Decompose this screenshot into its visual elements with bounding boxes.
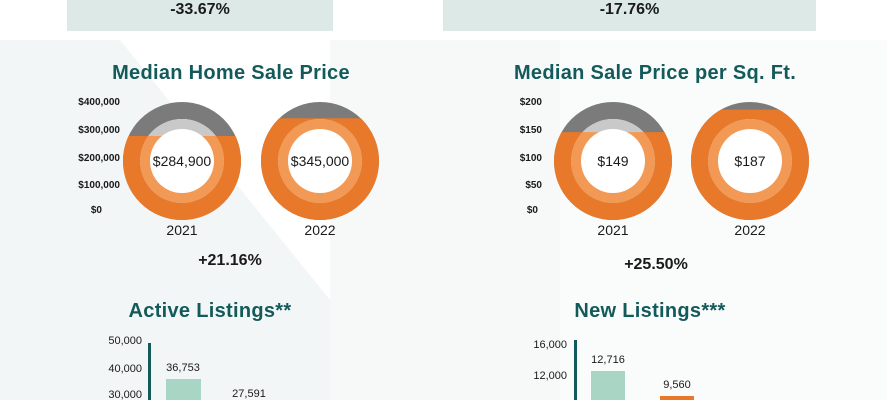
x-category-label: 2021 [166, 222, 198, 238]
bar-value-label: 36,753 [166, 362, 200, 375]
change-banner-left: -33.67% [67, 0, 333, 31]
chart-title-active-listings: Active Listings** [128, 300, 292, 322]
donut-2022-price-sqft: $187 [691, 102, 809, 220]
y-tick-label: $400,000 [78, 97, 120, 108]
chart-title-median-home-sale-price: Median Home Sale Price [112, 62, 350, 84]
bar-2021-active-listings [166, 379, 201, 400]
x-category-label: 2022 [734, 222, 766, 238]
donut-center [581, 129, 645, 193]
chart-title-new-listings: New Listings*** [574, 300, 726, 322]
donut-center [718, 129, 782, 193]
y-tick-label: $100,000 [78, 180, 120, 191]
y-tick-label: $0 [90, 205, 102, 216]
y-tick-label: $100 [519, 153, 542, 164]
y-axis-line [148, 343, 151, 400]
y-tick-label: $200 [519, 97, 542, 108]
y-axis-line [574, 340, 577, 400]
y-tick-label: 40,000 [108, 363, 142, 375]
x-category-label: 2021 [597, 222, 629, 238]
bar-2021-new-listings [591, 371, 625, 400]
donut-center [288, 129, 352, 193]
donut-center [150, 129, 214, 193]
y-tick-label: $50 [525, 180, 542, 191]
change-banner-left-text: -33.67% [170, 1, 230, 18]
y-tick-label: 50,000 [108, 335, 142, 347]
y-tick-label: $300,000 [78, 125, 120, 136]
donut-value-label: $149 [597, 153, 628, 169]
change-percent-home-price: +21.16% [198, 252, 262, 269]
y-tick-label: 30,000 [108, 389, 142, 401]
change-banner-right: -17.76% [443, 0, 816, 31]
bar-value-label: 27,591 [232, 387, 266, 400]
change-banner-right-text: -17.76% [599, 1, 660, 18]
donut-value-label: $187 [734, 153, 765, 169]
change-percent-price-sqft: +25.50% [624, 256, 688, 273]
y-tick-label: 12,000 [533, 370, 567, 382]
x-category-label: 2022 [304, 222, 336, 238]
donut-2021-price-sqft: $149 [554, 102, 672, 220]
donut-value-label: $284,900 [153, 153, 212, 169]
y-tick-label: $0 [526, 205, 538, 216]
bar-value-label: 9,560 [663, 378, 691, 391]
chart-title-median-sale-price-sqft: Median Sale Price per Sq. Ft. [513, 62, 797, 84]
y-tick-label: 16,000 [533, 339, 567, 351]
bar-2022-new-listings [660, 395, 694, 400]
y-tick-label: $150 [519, 125, 542, 136]
y-tick-label: $200,000 [78, 153, 120, 164]
bar-value-label: 12,716 [591, 354, 625, 367]
donut-2022-home-price: $345,000 [261, 102, 379, 220]
donut-value-label: $345,000 [291, 153, 350, 169]
donut-2021-home-price: $284,900 [123, 102, 241, 220]
